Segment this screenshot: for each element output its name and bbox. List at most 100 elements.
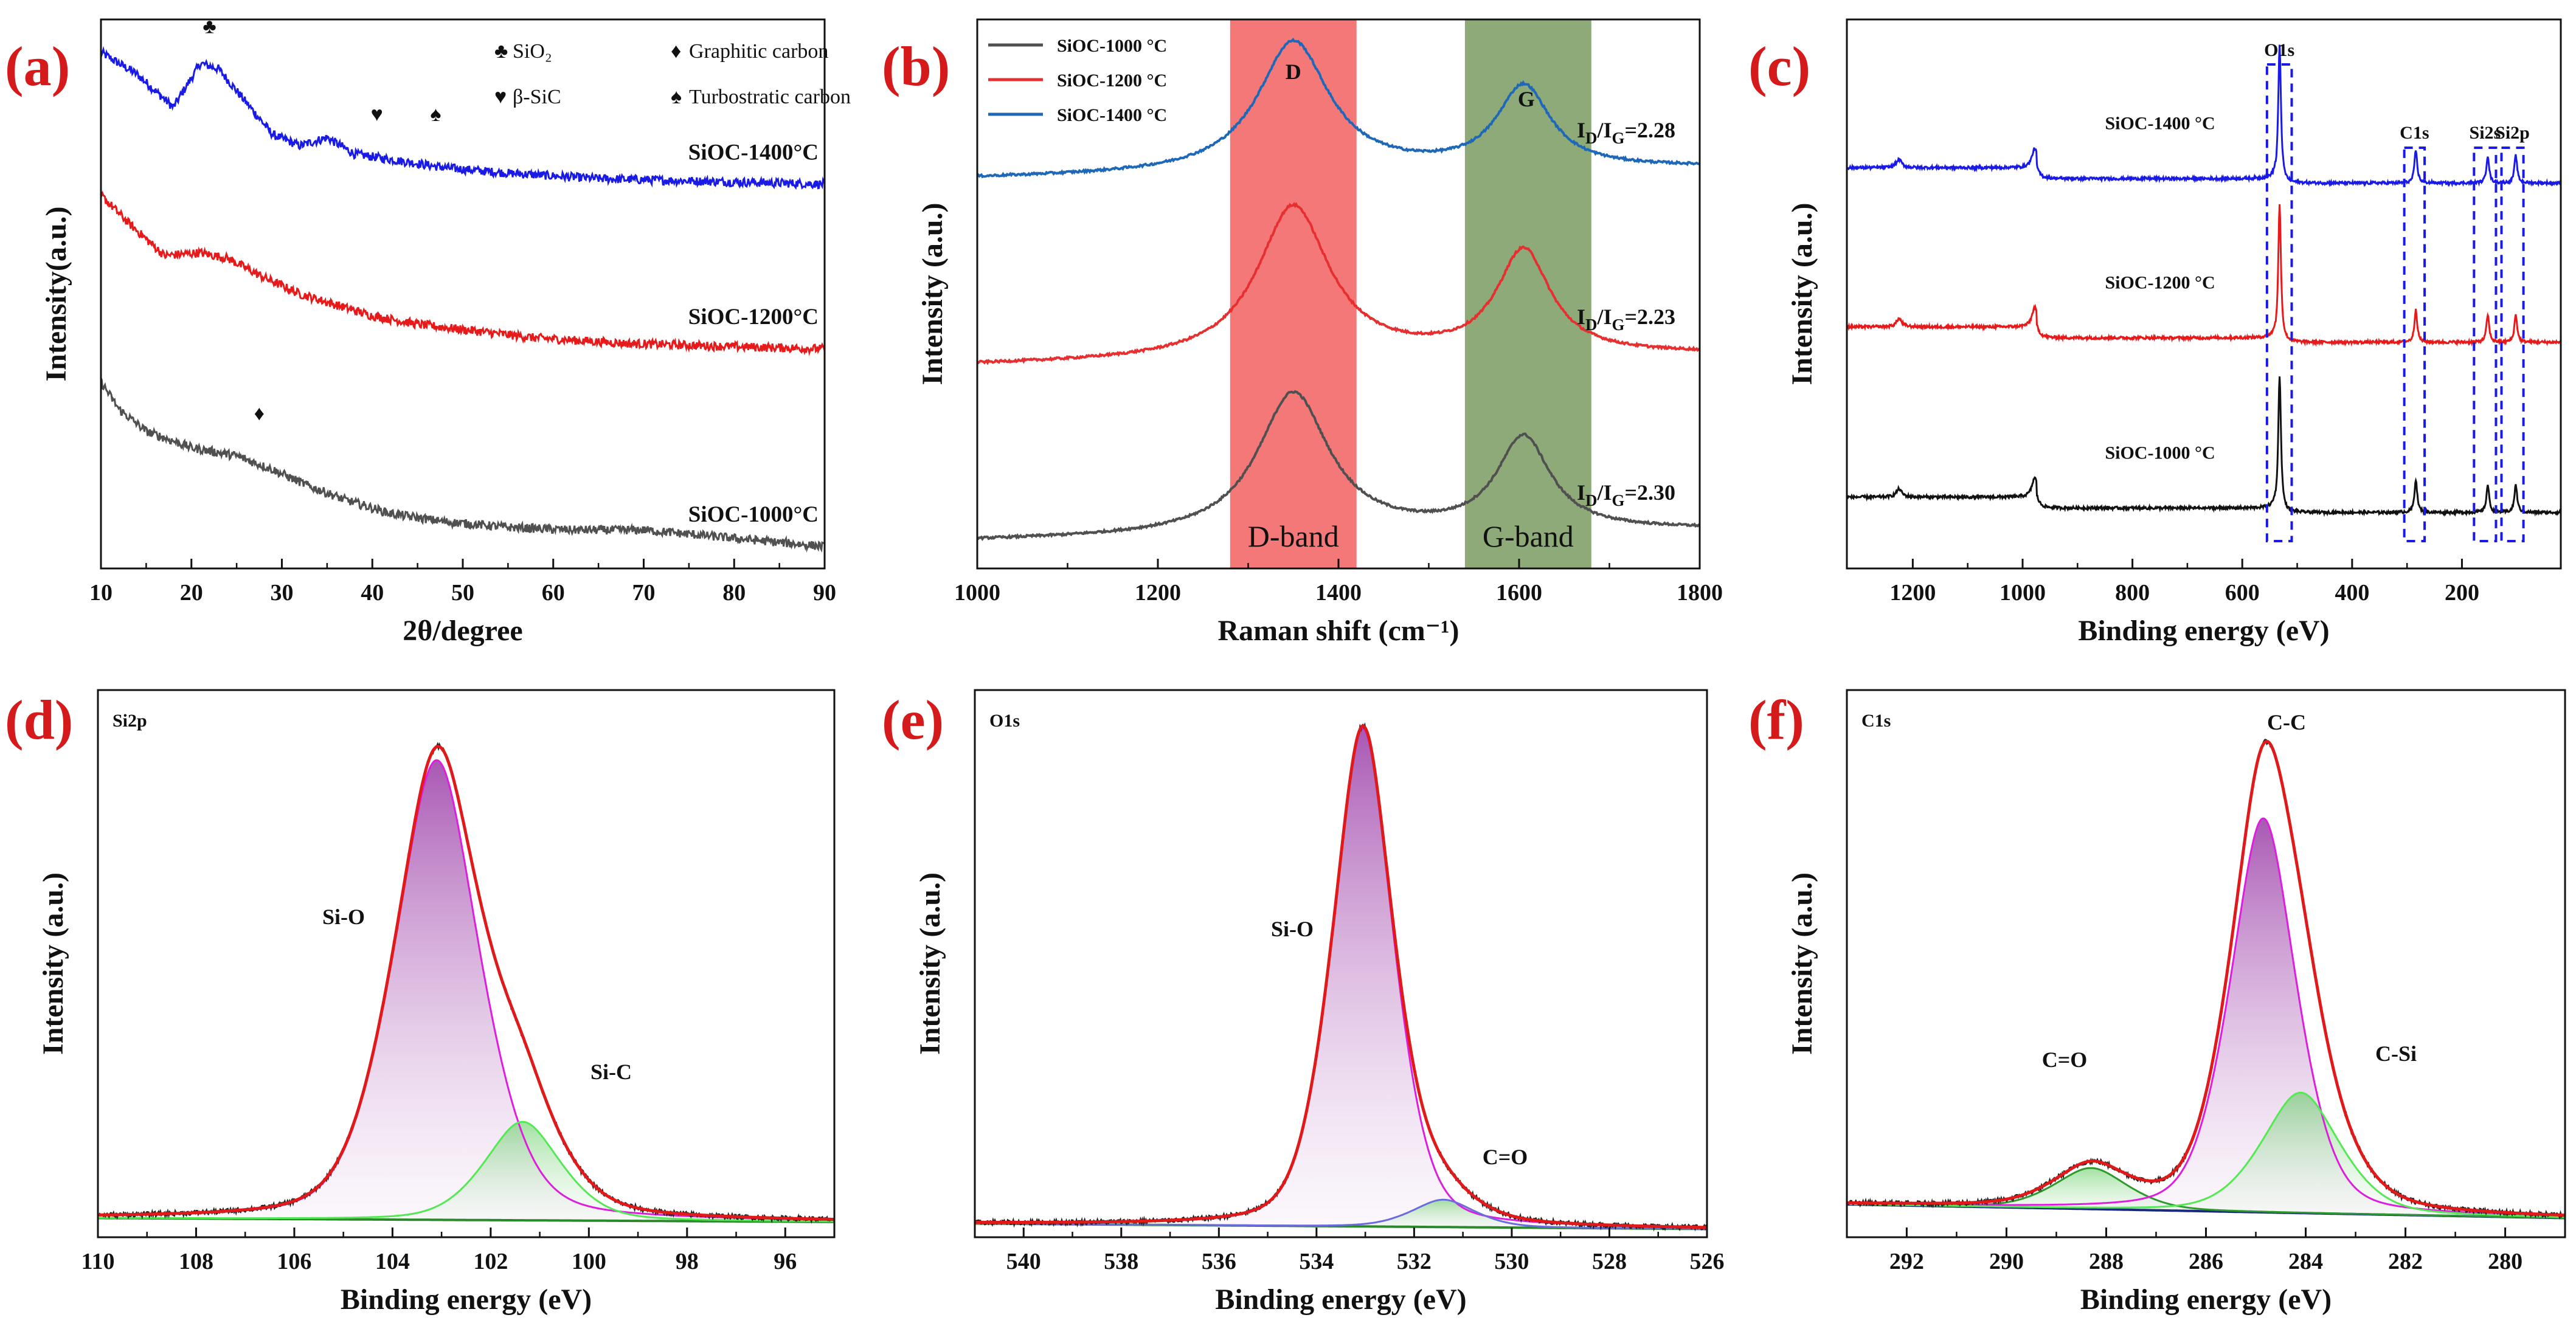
panel-title: O1s <box>989 711 1020 731</box>
series-label: SiOC-1000 °C <box>2105 443 2215 463</box>
panel-label: (b) <box>882 35 950 97</box>
legend-text: SiO₂ <box>513 40 552 63</box>
x-tick-label: 200 <box>2445 580 2479 606</box>
panel-label: (e) <box>882 689 944 751</box>
component-fill-Si-O <box>975 728 1707 1229</box>
component-label: C=O <box>2042 1048 2088 1072</box>
x-tick-label: 1200 <box>1135 580 1181 606</box>
box-label: Si2s <box>2470 123 2501 143</box>
phase-marker: ♦ <box>254 402 265 425</box>
peak-box-C1s <box>2403 147 2426 542</box>
series-line-SiOC-1000 °C <box>977 390 1700 542</box>
ratio-label-part: G <box>1612 491 1624 509</box>
x-axis-title: 2θ/degree <box>403 615 522 647</box>
series-line-SiOC-1200 °C <box>1846 204 2561 347</box>
ratio-label-part: D <box>1585 491 1598 509</box>
panel-c: SiOC-1400 °C SiOC-1200 °C SiOC-1000 °C O1s C… <box>1748 18 2562 647</box>
panel-title: Si2p <box>113 711 147 731</box>
x-axis-title: Binding energy (eV) <box>1215 1283 1466 1316</box>
x-tick-label: 80 <box>722 580 746 606</box>
ratio-label-part: /I <box>1596 480 1612 505</box>
x-tick-label: 106 <box>277 1249 311 1274</box>
ratio-label-part: =2.28 <box>1624 118 1675 142</box>
peak-box-O1s <box>2265 63 2293 542</box>
ratio-label-part: /I <box>1596 118 1612 142</box>
component-label: C-Si <box>2375 1041 2417 1066</box>
series-label: SiOC-1400 °C <box>2105 114 2215 134</box>
component-label: Si-C <box>590 1060 632 1084</box>
x-tick-label: 1600 <box>1496 580 1542 606</box>
y-axis-title: Intensity (a.u.) <box>1786 202 1818 385</box>
panel-label: (a) <box>5 35 70 97</box>
box-label: O1s <box>2264 40 2294 60</box>
series-label: SiOC-1400°C <box>688 140 819 165</box>
x-tick-label: 70 <box>632 580 656 606</box>
box-label: C1s <box>2400 123 2429 143</box>
component-line-C=O <box>975 1198 1708 1230</box>
series-label: SiOC-1000°C <box>688 502 819 527</box>
y-axis-title: Intensity(a.u.) <box>40 206 72 381</box>
x-tick-label: 1200 <box>1889 580 1936 606</box>
band-region <box>1464 19 1591 568</box>
x-tick-label: 530 <box>1494 1249 1529 1274</box>
peak-label-d: D <box>1286 60 1301 84</box>
series-line-SiOC-1400°C <box>100 46 826 190</box>
panel-title: C1s <box>1861 711 1891 731</box>
ratio-label-part: D <box>1585 129 1598 147</box>
panel-b: D-band G-bandID/IG=2.30ID/IG=2.23ID/IG=2.… <box>882 18 1723 647</box>
band-label: G-band <box>1483 519 1574 553</box>
phase-marker: ♠ <box>430 103 441 126</box>
ratio-label: ID/IG=2.30 <box>1577 480 1675 509</box>
ratio-label: ID/IG=2.28 <box>1577 118 1675 147</box>
x-tick-label: 600 <box>2225 580 2260 606</box>
x-tick-label: 104 <box>375 1249 410 1274</box>
x-tick-label: 290 <box>1989 1249 2024 1274</box>
x-tick-label: 1000 <box>954 580 1000 606</box>
ratio-label-part: G <box>1612 129 1624 147</box>
panel-f: C1s 292 290 288 286 284 282 280 Binding energy (… <box>1748 689 2566 1316</box>
ratio-label-part: /I <box>1596 305 1612 329</box>
x-tick-label: 50 <box>451 580 474 606</box>
envelope-line <box>1847 739 2566 1217</box>
envelope-line <box>975 724 1707 1229</box>
x-tick-label: 538 <box>1104 1249 1138 1274</box>
x-tick-label: 1400 <box>1315 580 1362 606</box>
band-label: D-band <box>1248 519 1339 553</box>
x-tick-label: 286 <box>2189 1249 2223 1274</box>
x-axis-title: Binding energy (eV) <box>341 1283 592 1316</box>
x-axis-title: Raman shift (cm⁻¹) <box>1217 615 1459 647</box>
x-tick-label: 10 <box>89 580 113 606</box>
legend-symbol: ♠ <box>671 86 682 108</box>
ratio-label-part: I <box>1577 480 1585 505</box>
x-tick-label: 20 <box>180 580 203 606</box>
legend-text: Turbostratic carbon <box>689 86 851 108</box>
panel-e: O1s 540 538 536 534 532 530 528 526 Binding energ… <box>882 689 1725 1316</box>
series-label: SiOC-1200°C <box>688 305 819 330</box>
x-axis-title: Binding energy (eV) <box>2078 615 2329 647</box>
y-axis-title: Intensity (a.u.) <box>1786 872 1818 1055</box>
series-line-SiOC-1400 °C <box>1846 44 2562 188</box>
x-tick-label: 90 <box>813 580 836 606</box>
phase-marker: ♥ <box>371 103 383 126</box>
x-tick-label: 526 <box>1690 1249 1725 1274</box>
x-tick-label: 532 <box>1397 1249 1432 1274</box>
x-tick-label: 534 <box>1299 1249 1334 1274</box>
x-tick-label: 60 <box>542 580 565 606</box>
ratio-label: ID/IG=2.23 <box>1577 305 1675 334</box>
x-tick-label: 280 <box>2488 1249 2522 1274</box>
y-axis-title: Intensity (a.u.) <box>914 872 946 1055</box>
legend-text: SiOC-1000 °C <box>1057 36 1167 56</box>
ratio-label-part: I <box>1577 118 1585 142</box>
panel-label: (c) <box>1748 35 1810 97</box>
panel-label: (d) <box>5 689 73 751</box>
component-line-Si-C <box>98 1121 834 1223</box>
ratio-label-part: G <box>1612 316 1624 334</box>
legend-text: β-SiC <box>513 86 561 108</box>
ratio-label-part: I <box>1577 305 1585 329</box>
ratio-label-part: =2.23 <box>1624 305 1675 329</box>
panel-d: Si2p 110 108 106 104 102 100 98 96 Binding energy… <box>5 689 836 1316</box>
peak-label-g: G <box>1518 87 1535 111</box>
x-tick-label: 282 <box>2388 1249 2423 1274</box>
